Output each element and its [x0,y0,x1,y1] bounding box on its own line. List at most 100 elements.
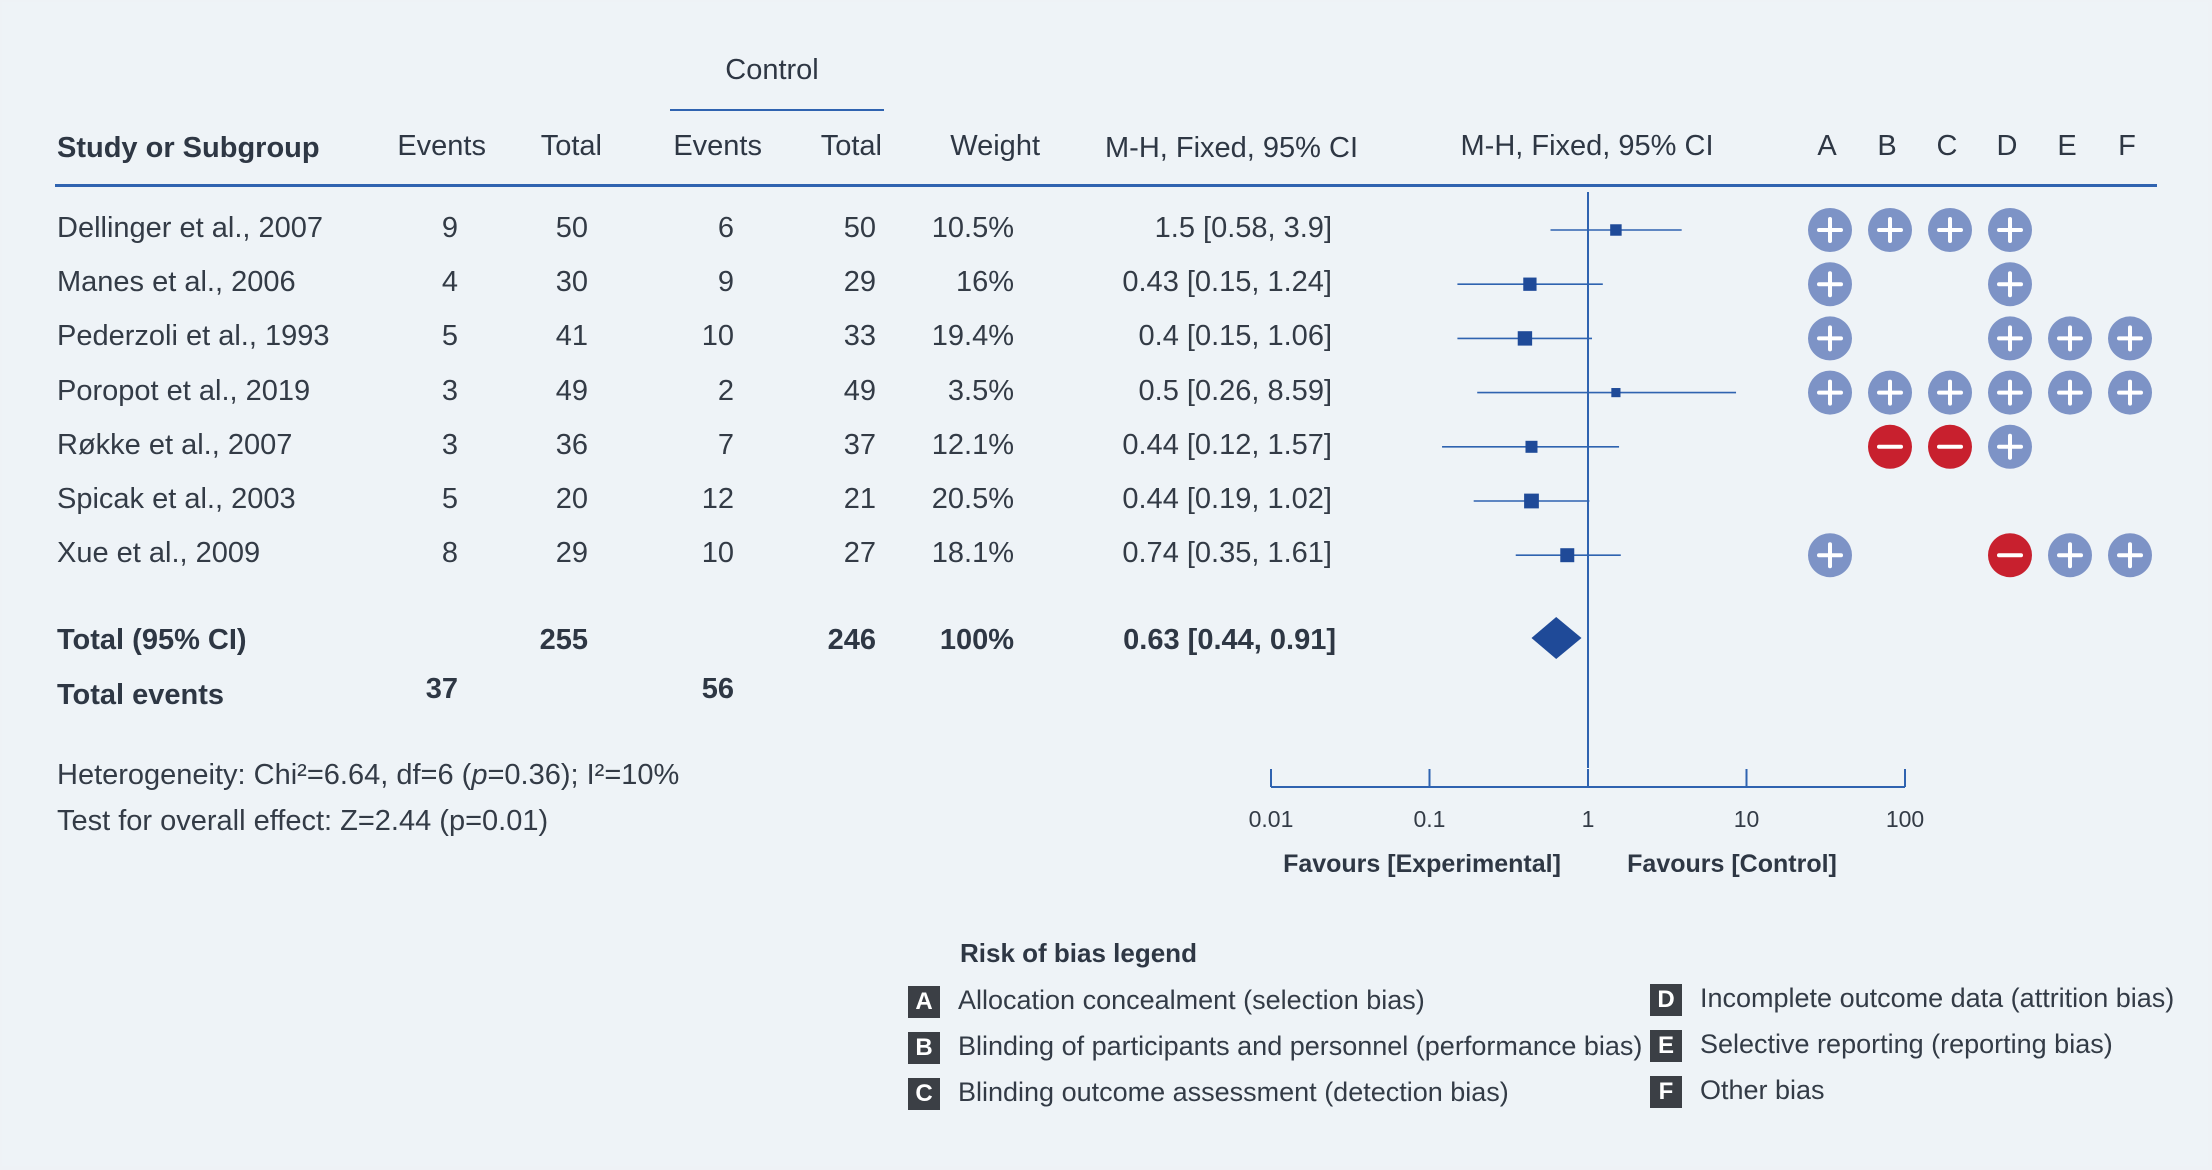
ci-text: 0.74 [0.35, 1.61] [1122,537,1332,570]
events-experimental: 4 [441,266,458,299]
study-marker [1560,548,1575,563]
total-control: 49 [843,374,876,407]
events-experimental: 9 [441,212,458,244]
x-tick-label: 10 [1734,806,1760,832]
weight: 12.1% [931,428,1014,461]
study-marker [1611,388,1621,398]
weight: 10.5% [931,212,1014,244]
col-header-ci-plot: M-H, Fixed, 95% CI [1460,130,1714,162]
total-label: Total (95% CI) [57,624,247,656]
total-experimental: 29 [555,537,588,570]
events-control: 2 [717,374,734,407]
heterogeneity-part-2: =0.36); I²=10% [487,759,680,791]
total-control: 246 [827,624,876,656]
favours-experimental-label: Favours [Experimental] [1283,850,1561,878]
legend-key: E [1650,1030,1682,1062]
heterogeneity-part-1: Heterogeneity: Chi²=6.64, df=6 ( [57,759,472,791]
total-control: 21 [843,483,876,515]
legend-text: Incomplete outcome data (attrition bias) [1700,983,2175,1013]
control-group-underline [670,109,884,111]
pooled-diamond [1531,617,1582,659]
header-rule [55,184,2157,187]
study-marker [1523,277,1537,291]
ci-text: 0.44 [0.12, 1.57] [1122,428,1332,461]
legend-key: B [908,1032,940,1064]
total-experimental: 30 [555,266,588,299]
x-tick-label: 0.1 [1414,806,1446,832]
events-experimental: 3 [441,428,458,461]
total-ci-text: 0.63 [0.44, 0.91] [1123,624,1336,656]
heterogeneity-text: Heterogeneity: Chi²=6.64, df=6 (p=0.36);… [57,759,679,792]
events-control: 10 [701,537,734,570]
weight: 20.5% [931,483,1014,515]
x-tick-label: 0.01 [1249,806,1294,832]
total-control: 33 [843,320,876,353]
legend-key: D [1650,984,1682,1016]
heterogeneity-p: p [471,759,488,791]
events-control: 6 [717,212,734,244]
study-marker [1517,331,1533,346]
x-tick-label: 1 [1582,806,1595,832]
legend-key: F [1650,1076,1682,1108]
study-name: Xue et al., 2009 [57,537,261,570]
study-marker [1524,493,1539,509]
x-tick-label: 100 [1886,806,1924,832]
col-header-study: Study or Subgroup [57,132,320,164]
total-experimental: 41 [555,320,588,353]
total-experimental: 20 [555,483,588,515]
col-header-weight: Weight [950,130,1040,162]
weight: 18.1% [931,537,1014,570]
study-name: Dellinger et al., 2007 [57,212,323,244]
total-experimental: 36 [555,428,588,461]
bias-col-header-b: B [1877,130,1897,162]
legend-key: A [908,986,940,1018]
total-events-experimental: 37 [425,673,458,705]
study-marker [1610,224,1622,236]
legend-text: Blinding outcome assessment (detection b… [958,1077,1509,1107]
col-header-total-control: Total [820,130,882,162]
events-experimental: 3 [441,374,458,407]
col-header-events-experimental: Events [397,130,486,162]
total-experimental: 49 [555,374,588,407]
events-control: 7 [717,428,734,461]
total-control: 37 [843,428,876,461]
study-name: Pederzoli et al., 1993 [57,320,330,353]
col-header-events-control: Events [673,130,762,162]
control-group-label: Control [725,54,819,86]
col-header-ci-text: M-H, Fixed, 95% CI [1105,132,1358,164]
total-control: 50 [843,212,876,244]
favours-control-label: Favours [Control] [1627,850,1837,878]
bias-col-header-a: A [1817,130,1837,162]
ci-text: 0.44 [0.19, 1.02] [1122,483,1332,515]
bias-col-header-c: C [1936,130,1958,162]
events-experimental: 8 [441,537,458,570]
weight: 16% [955,266,1014,299]
ci-text: 0.43 [0.15, 1.24] [1122,266,1332,299]
study-marker [1525,440,1538,453]
total-weight: 100% [939,624,1014,656]
study-name: Spicak et al., 2003 [57,483,296,515]
events-control: 12 [701,483,734,515]
ci-text: 1.5 [0.58, 3.9] [1154,212,1332,244]
weight: 19.4% [931,320,1014,353]
legend-text: Blinding of participants and personnel (… [958,1031,1643,1061]
study-name: Manes et al., 2006 [57,266,296,299]
total-experimental: 255 [539,624,588,656]
weight: 3.5% [947,374,1014,407]
total-events-label: Total events [57,679,225,711]
total-control: 27 [843,537,876,570]
legend-key: C [908,1078,940,1110]
total-events-control: 56 [701,673,734,705]
total-experimental: 50 [555,212,588,244]
col-header-total-experimental: Total [540,130,602,162]
bias-col-header-f: F [2118,130,2136,162]
study-name: Poropot et al., 2019 [57,374,311,407]
events-experimental: 5 [441,483,458,515]
ci-text: 0.4 [0.15, 1.06] [1138,320,1332,353]
legend-title: Risk of bias legend [960,938,1197,968]
total-control: 29 [843,266,876,299]
legend-text: Other bias [1700,1075,1825,1105]
